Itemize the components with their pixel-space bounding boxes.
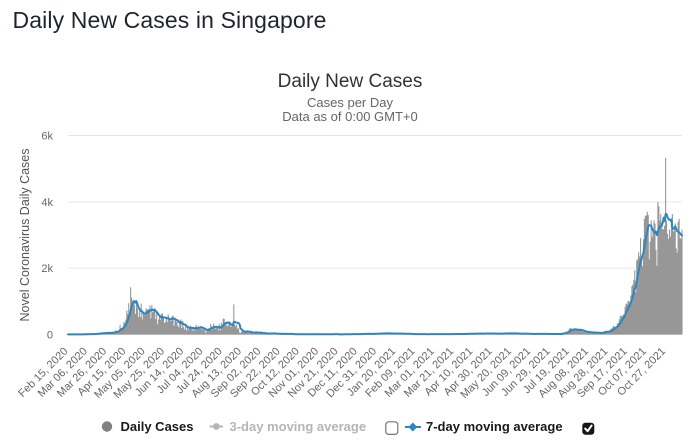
svg-text:3-day moving average: 3-day moving average (230, 419, 367, 434)
svg-text:Daily New Cases in Singapore: Daily New Cases in Singapore (13, 7, 327, 33)
svg-text:Data as of 0:00 GMT+0: Data as of 0:00 GMT+0 (282, 109, 417, 124)
svg-text:Cases per Day: Cases per Day (307, 95, 393, 110)
svg-text:Novel Coronavirus Daily Cases: Novel Coronavirus Daily Cases (18, 149, 32, 322)
svg-text:0: 0 (47, 330, 53, 342)
svg-text:7-day moving average: 7-day moving average (426, 419, 563, 434)
svg-text:Daily New Cases: Daily New Cases (278, 71, 423, 92)
svg-text:4k: 4k (41, 197, 53, 209)
svg-text:Daily Cases: Daily Cases (121, 419, 194, 434)
svg-text:2k: 2k (41, 263, 53, 275)
svg-text:6k: 6k (41, 131, 53, 143)
